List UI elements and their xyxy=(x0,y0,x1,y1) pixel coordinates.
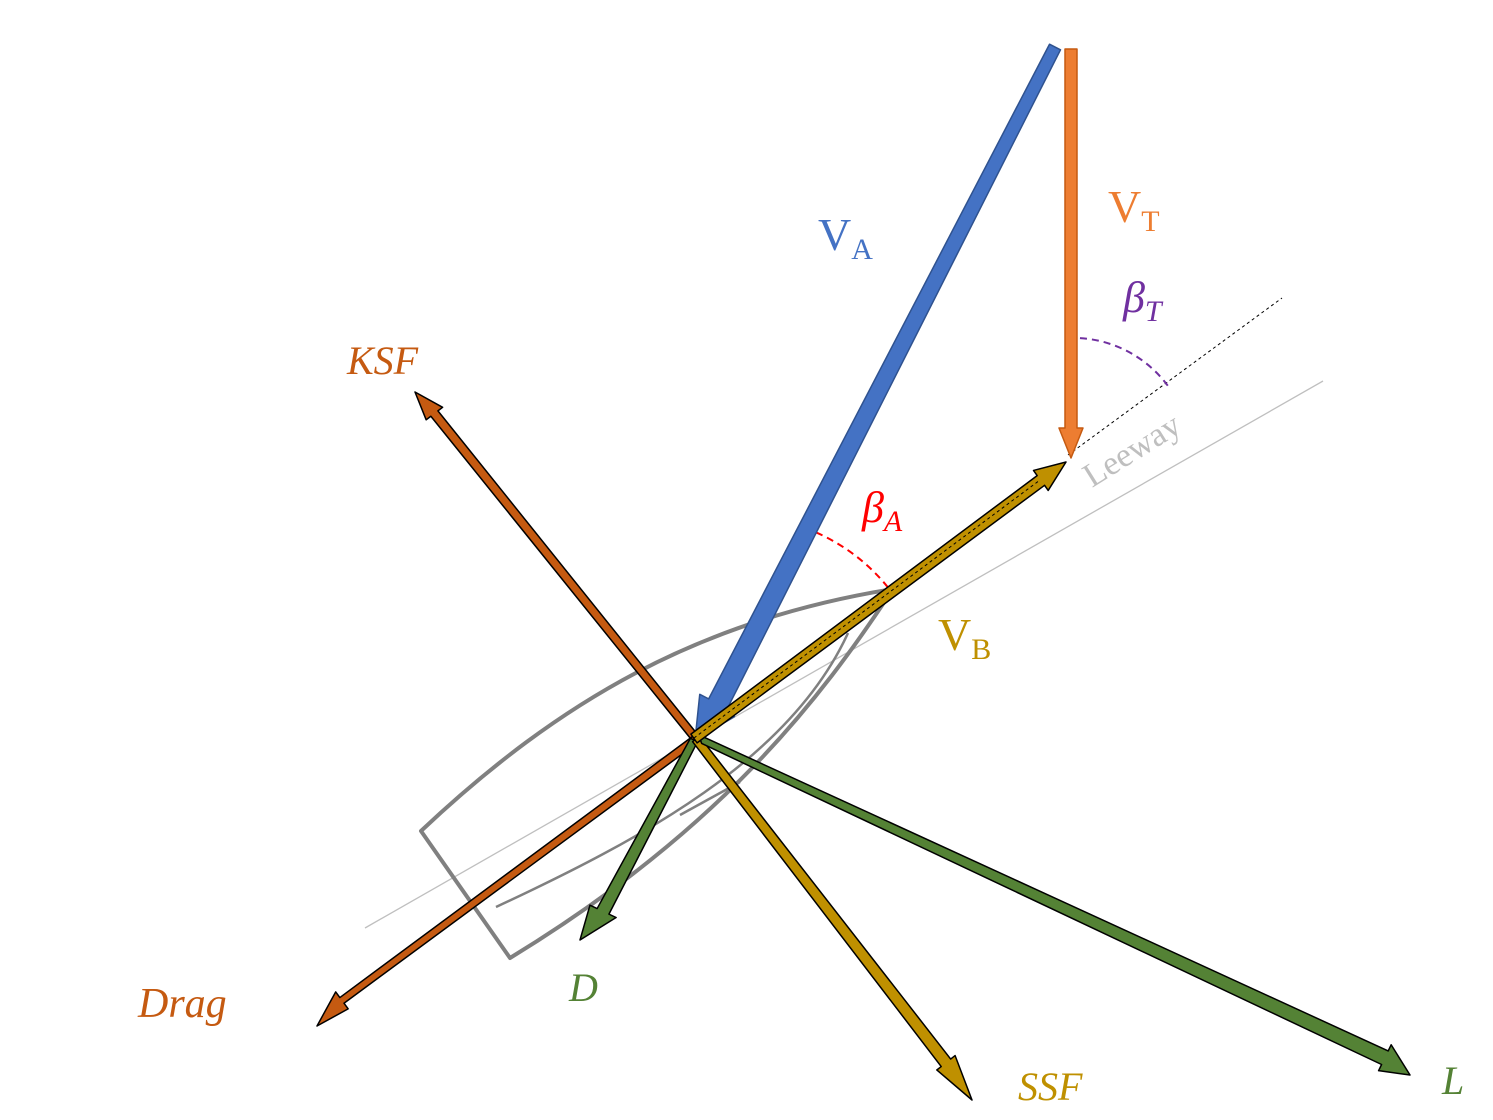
leeway-reference-line xyxy=(364,380,1324,929)
drag-arrow xyxy=(316,735,699,1027)
d-label: D xyxy=(568,965,598,1010)
beta-a-arc xyxy=(804,527,891,591)
l-label: L xyxy=(1441,1058,1464,1103)
drag-label: Drag xyxy=(137,981,227,1027)
true-wind-arrow xyxy=(1058,48,1084,459)
beta-t-label: βT xyxy=(1122,273,1164,328)
ssf-arrow xyxy=(691,735,973,1101)
heading-extension-line xyxy=(1067,297,1283,456)
d-arrow xyxy=(579,737,699,941)
vb-arrow xyxy=(690,461,1067,744)
vb-label: VB xyxy=(938,609,991,666)
va-label: VA xyxy=(818,209,873,266)
beta-a-label: βA xyxy=(861,483,903,538)
l-arrow xyxy=(697,733,1411,1076)
leeway-label: Leeway xyxy=(1077,406,1188,494)
beta-t-arc xyxy=(1067,336,1169,387)
ssf-label: SSF xyxy=(1018,1064,1083,1109)
ksf-label: KSF xyxy=(346,338,419,383)
vt-label: VT xyxy=(1108,181,1160,238)
ksf-arrow xyxy=(414,391,700,742)
